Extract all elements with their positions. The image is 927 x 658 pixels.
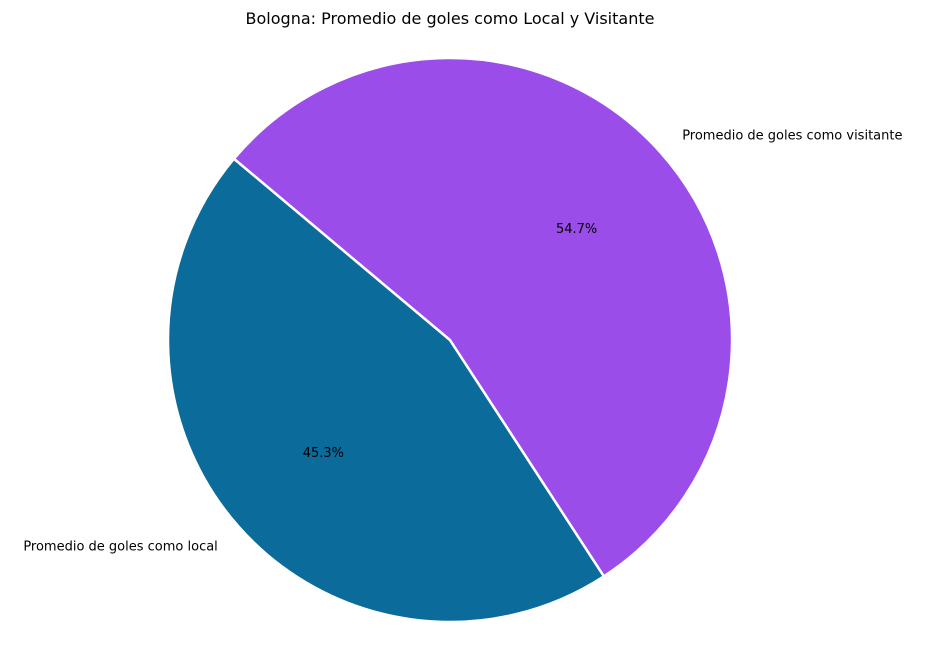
pie-percent-label-1: 45.3%: [303, 446, 344, 461]
pie-slice-1: [166, 157, 606, 624]
pie-slices: [166, 56, 734, 624]
pie-slice-2: [232, 56, 734, 578]
chart-title: Bologna: Promedio de goles como Local y …: [246, 9, 655, 28]
pie-percent-label-2: 54.7%: [556, 222, 597, 237]
pie-category-label-2: Promedio de goles como visitante: [682, 128, 902, 143]
pie-category-label-1: Promedio de goles como local: [23, 540, 217, 555]
pie-labels: 45.3% Promedio de goles como local 54.7% Pr…: [23, 128, 902, 554]
